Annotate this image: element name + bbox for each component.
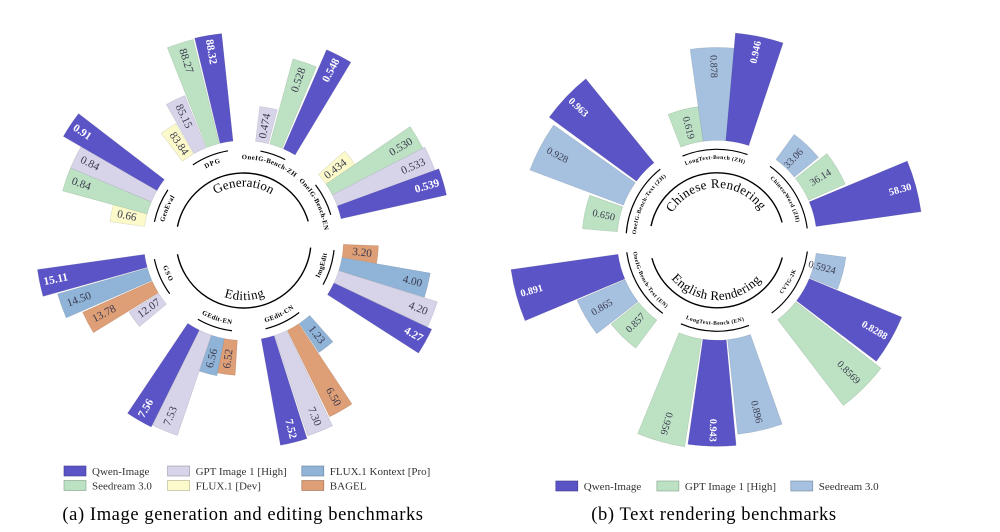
svg-text:0.878: 0.878 bbox=[707, 55, 719, 78]
svg-text:0.946: 0.946 bbox=[749, 40, 764, 65]
svg-text:0.66: 0.66 bbox=[116, 208, 138, 224]
svg-text:6.56: 6.56 bbox=[204, 347, 221, 369]
svg-text:0.896: 0.896 bbox=[748, 400, 764, 425]
svg-text:7.52: 7.52 bbox=[282, 418, 298, 440]
svg-text:Generation: Generation bbox=[210, 175, 277, 198]
svg-text:GPT Image 1 [High]: GPT Image 1 [High] bbox=[685, 481, 776, 493]
svg-text:FLUX.1 [Dev]: FLUX.1 [Dev] bbox=[196, 481, 261, 493]
svg-text:Seedream 3.0: Seedream 3.0 bbox=[819, 481, 879, 493]
svg-text:88.32: 88.32 bbox=[203, 38, 219, 65]
svg-text:GPT Image 1 [High]: GPT Image 1 [High] bbox=[196, 466, 287, 478]
svg-text:BAGEL: BAGEL bbox=[330, 481, 367, 493]
svg-text:(a) Image generation and editi: (a) Image generation and editing benchma… bbox=[62, 505, 423, 525]
svg-text:6.52: 6.52 bbox=[221, 348, 235, 369]
svg-text:Qwen-Image: Qwen-Image bbox=[92, 466, 150, 478]
svg-text:4.00: 4.00 bbox=[401, 273, 423, 289]
svg-text:0.650: 0.650 bbox=[591, 208, 616, 224]
svg-text:FLUX.1 Kontext [Pro]: FLUX.1 Kontext [Pro] bbox=[330, 466, 431, 478]
svg-text:15.11: 15.11 bbox=[43, 271, 70, 288]
svg-text:0.474: 0.474 bbox=[257, 112, 274, 139]
svg-text:Editing: Editing bbox=[223, 285, 266, 303]
svg-text:(b) Text rendering benchmarks: (b) Text rendering benchmarks bbox=[591, 505, 836, 525]
svg-text:Qwen-Image: Qwen-Image bbox=[584, 481, 642, 493]
svg-text:LongText-Bench (EN): LongText-Bench (EN) bbox=[685, 315, 745, 327]
svg-text:0.943: 0.943 bbox=[707, 419, 719, 442]
svg-text:3.20: 3.20 bbox=[352, 246, 373, 260]
svg-text:Seedream 3.0: Seedream 3.0 bbox=[92, 481, 152, 493]
